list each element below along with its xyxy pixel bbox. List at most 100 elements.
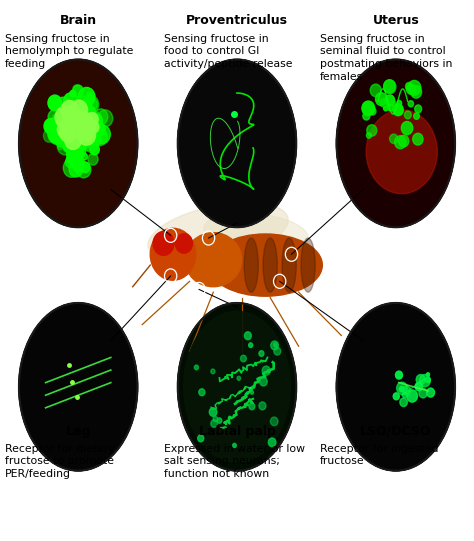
- Circle shape: [363, 112, 370, 120]
- Circle shape: [57, 114, 69, 127]
- Circle shape: [383, 80, 395, 93]
- Circle shape: [403, 386, 410, 395]
- Circle shape: [64, 113, 70, 119]
- Circle shape: [399, 135, 409, 147]
- Circle shape: [80, 128, 94, 144]
- Circle shape: [80, 126, 93, 141]
- Circle shape: [402, 392, 407, 398]
- Circle shape: [58, 144, 63, 150]
- Circle shape: [213, 417, 218, 421]
- Circle shape: [65, 131, 70, 137]
- Ellipse shape: [19, 60, 137, 227]
- Circle shape: [66, 107, 76, 118]
- Circle shape: [58, 133, 63, 139]
- Ellipse shape: [178, 303, 296, 471]
- Circle shape: [67, 153, 77, 164]
- Circle shape: [61, 101, 79, 121]
- Circle shape: [59, 127, 69, 137]
- Circle shape: [68, 119, 78, 130]
- Circle shape: [94, 125, 110, 143]
- Circle shape: [375, 93, 387, 105]
- Circle shape: [86, 98, 97, 111]
- Circle shape: [406, 84, 416, 94]
- Circle shape: [408, 101, 414, 107]
- Circle shape: [367, 124, 377, 136]
- Circle shape: [73, 85, 81, 94]
- Circle shape: [426, 377, 430, 382]
- Circle shape: [74, 147, 80, 152]
- Ellipse shape: [337, 60, 455, 227]
- Circle shape: [399, 386, 404, 392]
- Circle shape: [48, 110, 61, 125]
- Text: Expressed in water or low
salt sensing neurons;
function not known: Expressed in water or low salt sensing n…: [164, 444, 304, 479]
- Ellipse shape: [19, 60, 137, 227]
- Circle shape: [410, 85, 421, 98]
- Circle shape: [72, 128, 78, 135]
- Circle shape: [397, 382, 407, 394]
- Circle shape: [362, 101, 374, 116]
- Text: Labial palp: Labial palp: [199, 425, 275, 438]
- Circle shape: [64, 93, 78, 109]
- Circle shape: [64, 159, 80, 177]
- Circle shape: [79, 100, 91, 115]
- Ellipse shape: [337, 303, 455, 471]
- Circle shape: [75, 107, 88, 121]
- Circle shape: [89, 121, 99, 133]
- Text: Sensing fructose in
seminal fluid to control
postmating behaviors in
females: Sensing fructose in seminal fluid to con…: [320, 34, 452, 82]
- Ellipse shape: [178, 60, 296, 227]
- Circle shape: [92, 128, 108, 146]
- Circle shape: [408, 81, 421, 95]
- Circle shape: [84, 137, 98, 153]
- Circle shape: [78, 130, 94, 148]
- Circle shape: [79, 112, 90, 124]
- Circle shape: [395, 371, 402, 379]
- Circle shape: [70, 111, 81, 124]
- Circle shape: [73, 85, 83, 97]
- Circle shape: [259, 402, 266, 410]
- Circle shape: [211, 420, 218, 427]
- Circle shape: [66, 126, 72, 133]
- Circle shape: [383, 80, 396, 94]
- Circle shape: [369, 108, 376, 115]
- Circle shape: [61, 133, 77, 150]
- Ellipse shape: [366, 110, 437, 194]
- Circle shape: [75, 121, 89, 136]
- Circle shape: [273, 342, 277, 347]
- Circle shape: [51, 126, 67, 144]
- Circle shape: [50, 121, 55, 127]
- Text: Uterus: Uterus: [373, 14, 419, 27]
- Circle shape: [67, 128, 83, 146]
- Circle shape: [51, 129, 62, 141]
- Circle shape: [251, 391, 254, 394]
- Circle shape: [63, 130, 74, 144]
- Circle shape: [63, 142, 72, 152]
- Circle shape: [65, 130, 82, 149]
- Circle shape: [88, 154, 98, 165]
- Circle shape: [66, 115, 80, 131]
- Circle shape: [59, 126, 68, 136]
- Circle shape: [78, 107, 82, 111]
- Circle shape: [68, 129, 78, 142]
- Circle shape: [414, 113, 419, 120]
- Circle shape: [57, 97, 70, 112]
- Text: Brain: Brain: [60, 14, 97, 27]
- Circle shape: [72, 156, 76, 162]
- Circle shape: [86, 123, 96, 134]
- Circle shape: [88, 130, 100, 144]
- Circle shape: [393, 393, 399, 400]
- Circle shape: [395, 107, 403, 115]
- Circle shape: [78, 118, 83, 123]
- Circle shape: [91, 133, 101, 146]
- Circle shape: [55, 126, 64, 137]
- Circle shape: [84, 116, 98, 132]
- Ellipse shape: [185, 233, 242, 287]
- Circle shape: [88, 130, 100, 144]
- Circle shape: [90, 130, 99, 140]
- Ellipse shape: [263, 238, 277, 292]
- Circle shape: [260, 378, 267, 386]
- Circle shape: [198, 435, 204, 442]
- Circle shape: [274, 347, 281, 355]
- Ellipse shape: [244, 238, 258, 292]
- Circle shape: [48, 95, 62, 111]
- Circle shape: [77, 122, 89, 135]
